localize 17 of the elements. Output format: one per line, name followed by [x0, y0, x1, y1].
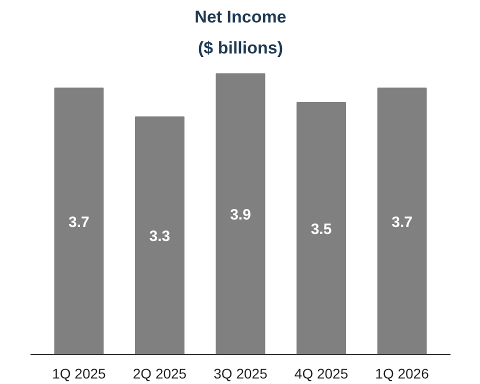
- x-tick-label: 2Q 2025: [132, 366, 187, 382]
- bar: [135, 116, 184, 354]
- bar: [54, 88, 104, 354]
- data-label: 3.5: [310, 221, 332, 238]
- x-tick-label: 1Q 2025: [52, 366, 106, 382]
- bar: [216, 73, 266, 354]
- chart-title: Net Income: [194, 8, 286, 26]
- x-tick-label: 3Q 2025: [214, 366, 268, 382]
- bar: [296, 102, 346, 354]
- data-label: 3.7: [68, 214, 90, 231]
- x-tick-label: 4Q 2025: [294, 366, 348, 382]
- data-label: 3.9: [230, 206, 251, 224]
- x-tick-label: 1Q 2026: [375, 366, 430, 382]
- chart-subtitle: ($ billions): [198, 38, 283, 58]
- data-label: 3.7: [392, 214, 412, 231]
- bar: [377, 88, 427, 354]
- data-label: 3.3: [149, 228, 170, 246]
